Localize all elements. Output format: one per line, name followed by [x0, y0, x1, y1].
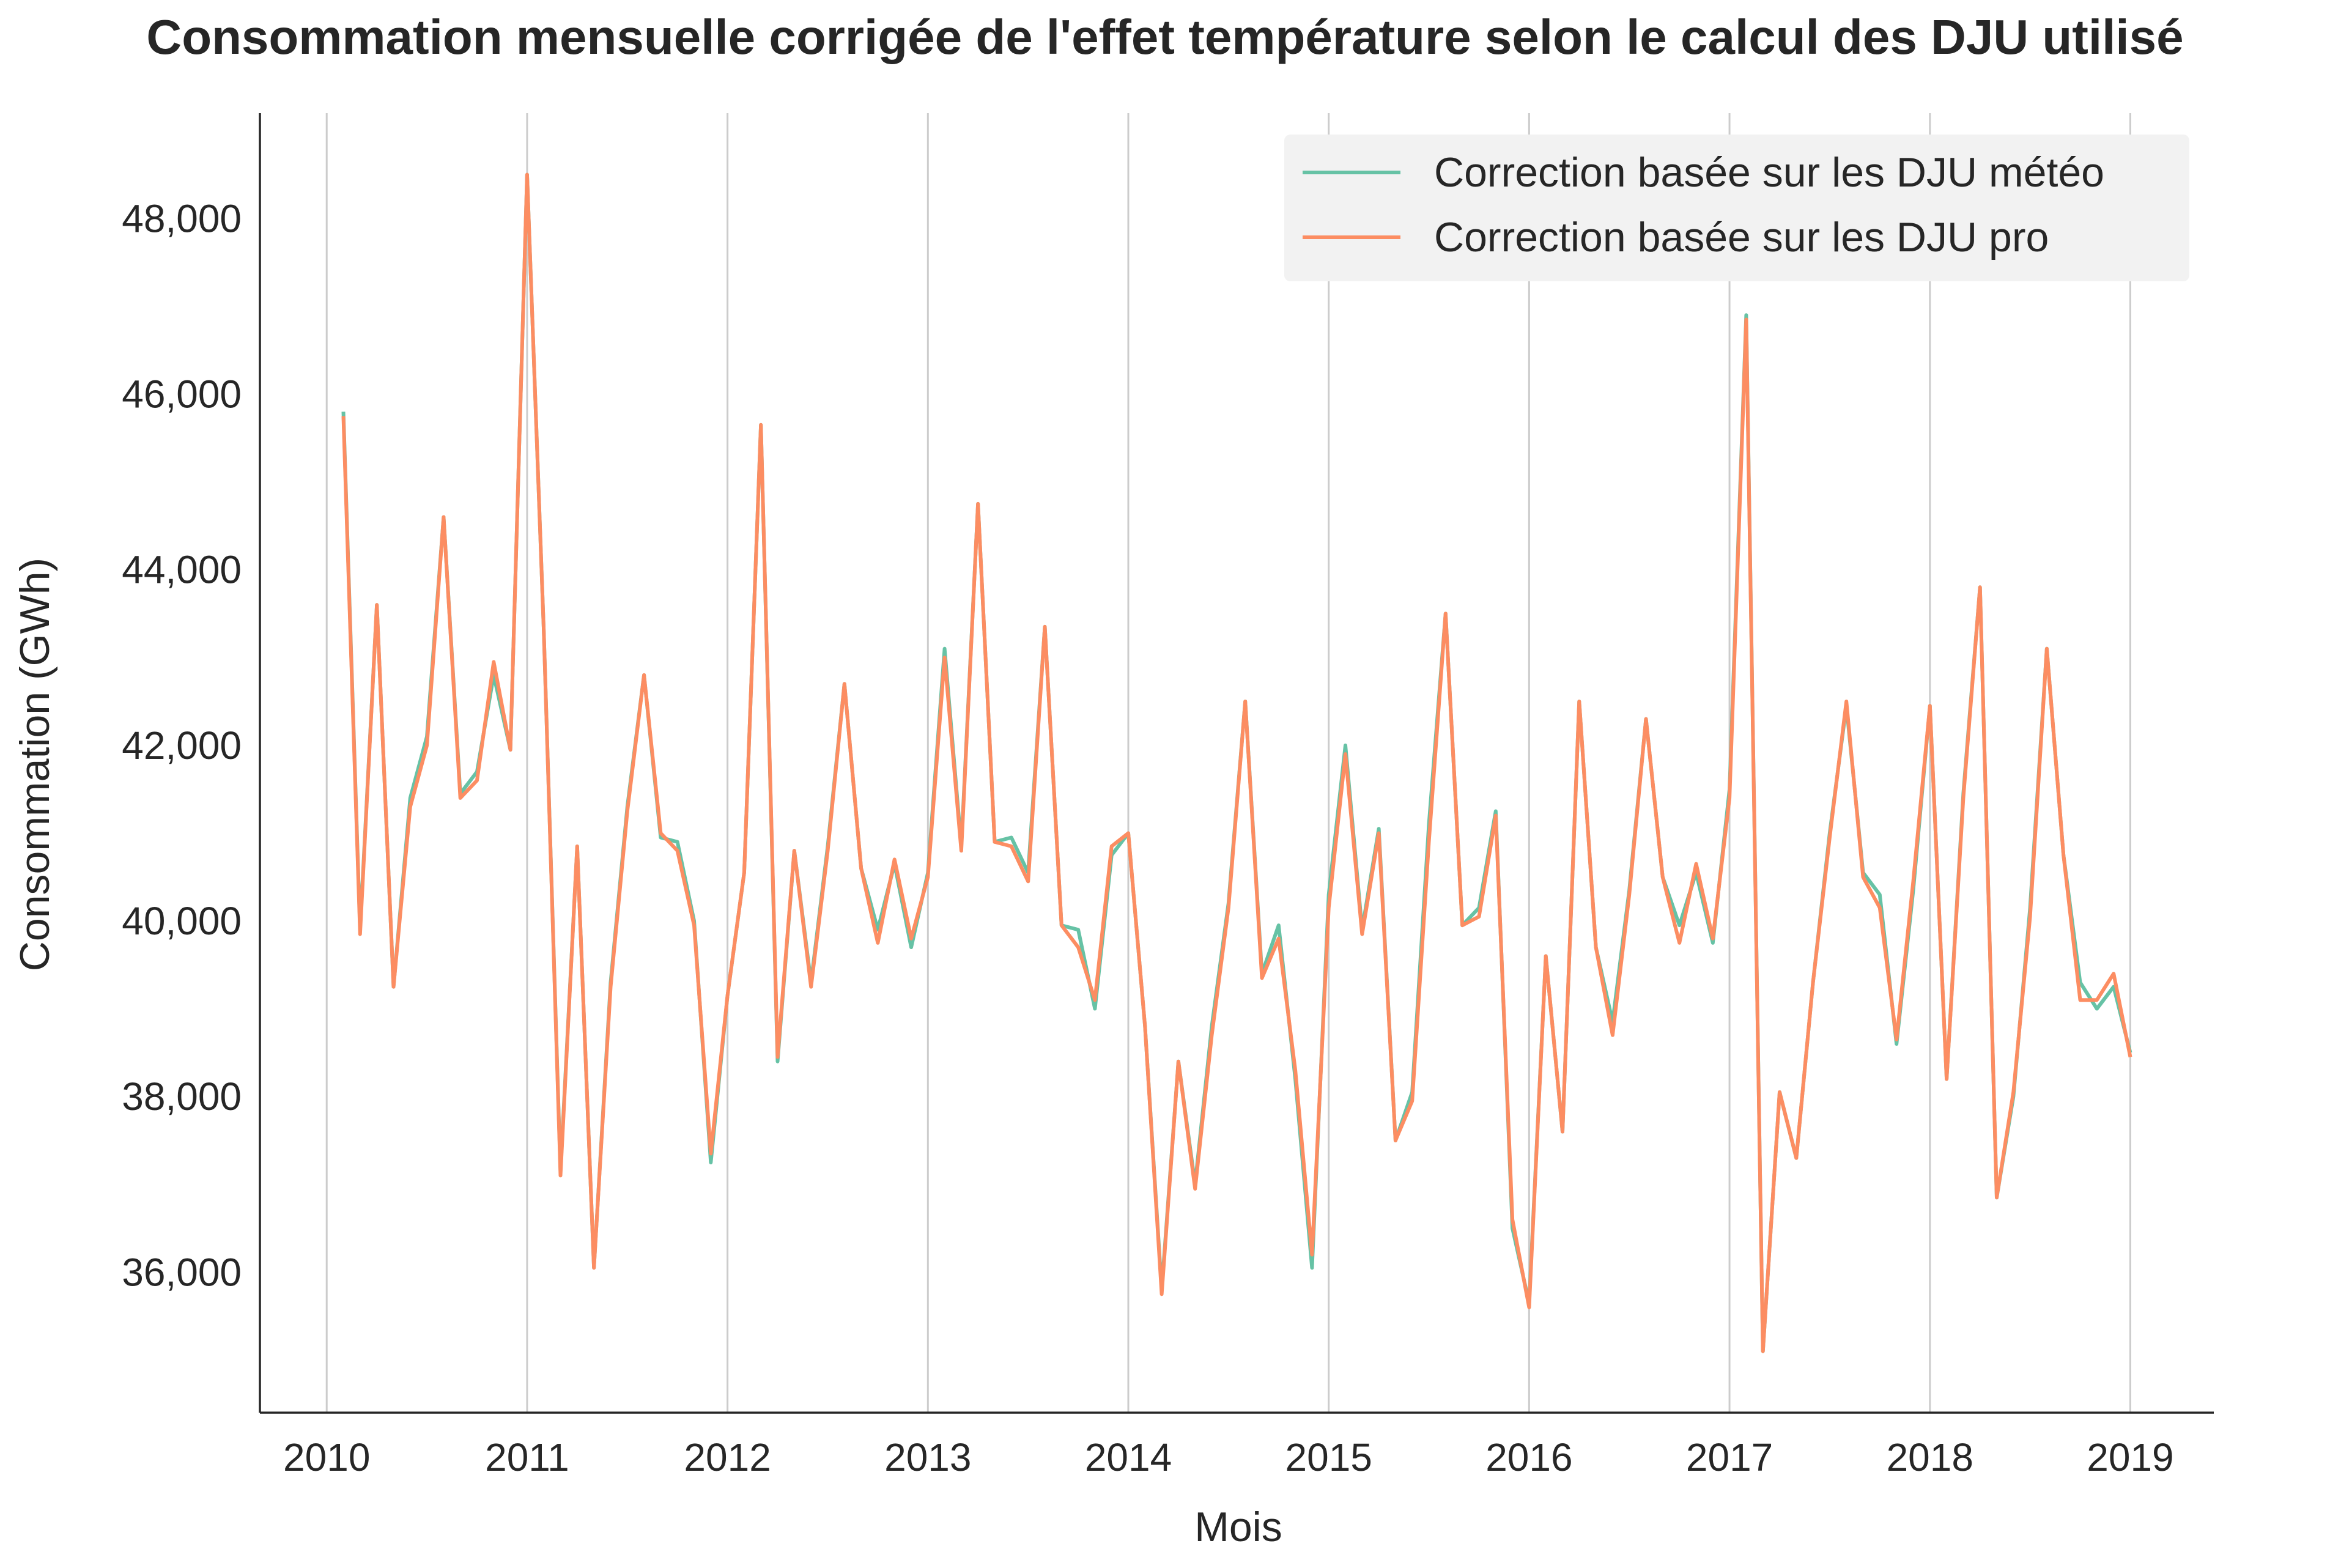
- x-tick-labels: 2010 2011 2012 2013 2014 2015 2016 2017 2018 2019: [283, 1435, 2174, 1479]
- y-axis-label: Consommation (GWh): [12, 558, 58, 971]
- y-tick-label: 48,000: [122, 196, 242, 240]
- x-tick-label: 2017: [1686, 1435, 1773, 1479]
- legend-label-dju-pro: Correction basée sur les DJU pro: [1434, 214, 2049, 261]
- x-tick-label: 2010: [283, 1435, 370, 1479]
- axes: [259, 113, 2214, 1414]
- x-tick-label: 2013: [884, 1435, 971, 1479]
- y-tick-label: 46,000: [122, 372, 242, 416]
- x-tick-label: 2018: [1887, 1435, 1973, 1479]
- y-tick-label: 36,000: [122, 1250, 242, 1294]
- legend-label-dju-meteo: Correction basée sur les DJU météo: [1434, 149, 2104, 196]
- series-lines: [341, 172, 2132, 1353]
- x-axis-label: Mois: [1194, 1504, 1282, 1550]
- x-tick-label: 2014: [1085, 1435, 1172, 1479]
- y-tick-label: 44,000: [122, 548, 242, 592]
- x-tick-label: 2016: [1485, 1435, 1572, 1479]
- x-tick-label: 2019: [2087, 1435, 2173, 1479]
- y-tick-label: 42,000: [122, 723, 242, 767]
- x-tick-label: 2015: [1285, 1435, 1372, 1479]
- x-tick-label: 2011: [485, 1435, 569, 1479]
- legend: Correction basée sur les DJU météo Corre…: [1284, 135, 2189, 281]
- series-line-dju-meteo: [341, 172, 2132, 1353]
- series-line-dju-pro: [341, 172, 2132, 1353]
- y-tick-label: 40,000: [122, 899, 242, 943]
- chart-title: Consommation mensuelle corrigée de l'eff…: [146, 10, 2183, 64]
- legend-box: [1284, 135, 2189, 281]
- vertical-grid-lines: [325, 113, 2131, 1413]
- y-tick-labels: 36,000 38,000 40,000 42,000 44,000 46,000 48,0…: [122, 196, 242, 1294]
- y-tick-label: 38,000: [122, 1074, 242, 1119]
- x-tick-label: 2012: [684, 1435, 771, 1479]
